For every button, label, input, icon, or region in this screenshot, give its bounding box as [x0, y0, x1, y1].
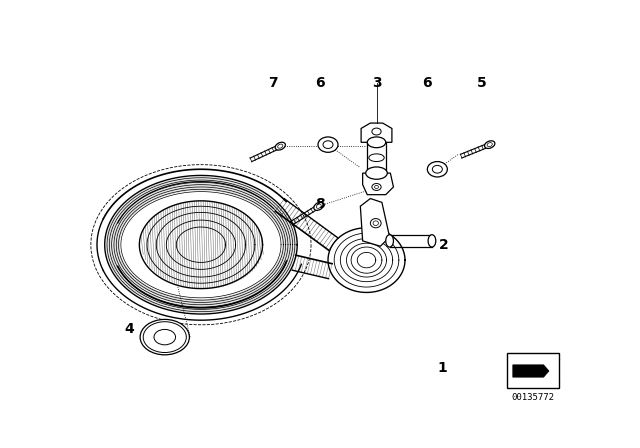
- Ellipse shape: [386, 235, 394, 247]
- Ellipse shape: [369, 154, 384, 162]
- Ellipse shape: [428, 162, 447, 177]
- Ellipse shape: [433, 165, 442, 173]
- Ellipse shape: [371, 219, 381, 228]
- Ellipse shape: [374, 185, 378, 189]
- Bar: [507, 353, 559, 388]
- Ellipse shape: [154, 329, 175, 345]
- Text: 00135772: 00135772: [511, 393, 554, 402]
- Ellipse shape: [275, 142, 285, 150]
- Polygon shape: [363, 173, 394, 195]
- Ellipse shape: [365, 167, 387, 179]
- Ellipse shape: [314, 202, 324, 211]
- Ellipse shape: [318, 137, 338, 152]
- Ellipse shape: [428, 235, 436, 247]
- Text: 3: 3: [372, 76, 381, 90]
- Text: 6: 6: [316, 76, 325, 90]
- Polygon shape: [360, 198, 390, 246]
- Ellipse shape: [143, 322, 186, 353]
- Ellipse shape: [316, 204, 321, 208]
- Polygon shape: [513, 365, 549, 377]
- Ellipse shape: [278, 144, 283, 148]
- Polygon shape: [361, 123, 392, 142]
- Ellipse shape: [487, 142, 492, 146]
- Ellipse shape: [367, 137, 386, 148]
- Text: 8: 8: [316, 197, 325, 211]
- Text: 2: 2: [438, 238, 449, 252]
- Text: 7: 7: [268, 76, 277, 90]
- Ellipse shape: [372, 184, 381, 190]
- Text: 1: 1: [437, 361, 447, 375]
- Text: 5: 5: [477, 76, 487, 90]
- Ellipse shape: [372, 128, 381, 135]
- Text: 4: 4: [124, 323, 134, 336]
- Ellipse shape: [484, 141, 495, 148]
- Text: 6: 6: [422, 76, 431, 90]
- Ellipse shape: [323, 141, 333, 148]
- Ellipse shape: [140, 319, 189, 355]
- Ellipse shape: [373, 221, 378, 225]
